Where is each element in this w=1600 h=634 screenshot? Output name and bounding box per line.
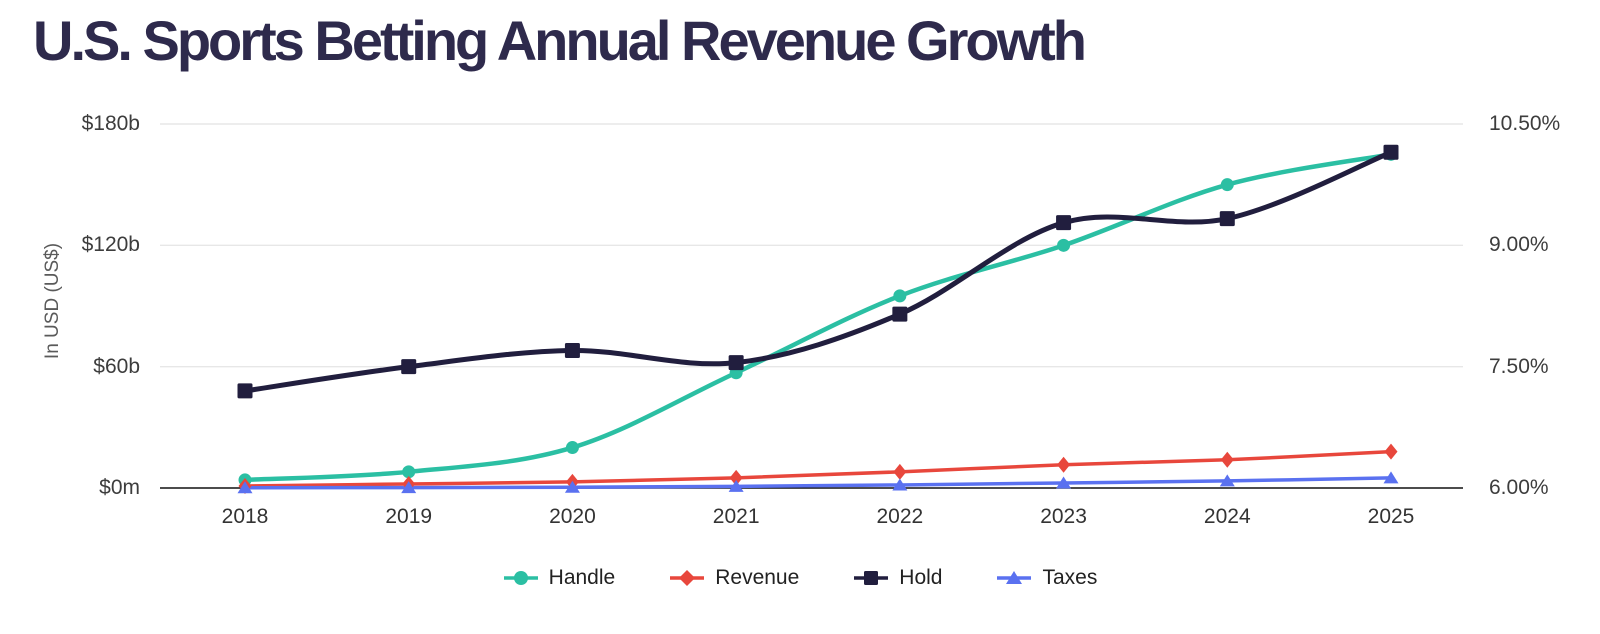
- left-tick-120b: $120b: [81, 233, 140, 257]
- series-line-hold: [242, 149, 1394, 394]
- point-hold-2025: [1383, 144, 1399, 160]
- revenue-diamond-icon: [670, 570, 705, 586]
- point-handle-2019: [402, 465, 416, 479]
- point-hold-2024: [1219, 211, 1235, 227]
- point-revenue-2025: [1384, 443, 1398, 460]
- left-tick-180b: $180b: [81, 112, 140, 135]
- point-hold-2021: [728, 355, 744, 371]
- right-tick-9-00: 9.00%: [1489, 233, 1549, 257]
- point-revenue-2023: [1057, 456, 1071, 473]
- hold-square-icon: [854, 571, 889, 585]
- point-handle-2020: [565, 441, 579, 455]
- legend-item-hold[interactable]: Hold: [853, 566, 942, 590]
- legend-label-taxes: Taxes: [1042, 566, 1098, 589]
- point-handle-2023: [1057, 238, 1071, 252]
- x-tick-2018: 2018: [221, 505, 269, 528]
- series-line-taxes: [243, 476, 1393, 490]
- x-tick-2025: 2025: [1367, 505, 1415, 528]
- x-tick-2023: 2023: [1040, 505, 1087, 528]
- left-tick-60b: $60b: [93, 354, 140, 378]
- right-tick-10-50: 10.50%: [1489, 112, 1561, 135]
- series-line-handle: [242, 152, 1394, 483]
- legend-label-revenue: Revenue: [715, 566, 800, 589]
- legend-label-hold: Hold: [899, 566, 943, 589]
- point-hold-2023: [1056, 215, 1072, 231]
- point-taxes-2021: [728, 479, 744, 492]
- point-taxes-2019: [401, 481, 417, 494]
- point-taxes-2024: [1219, 474, 1235, 487]
- point-revenue-2021: [729, 469, 743, 486]
- point-handle-2022: [893, 289, 907, 303]
- point-taxes-2022: [892, 478, 908, 491]
- point-hold-2022: [892, 306, 908, 322]
- legend-label-handle: Handle: [548, 566, 616, 589]
- point-taxes-2025: [1383, 471, 1399, 484]
- right-tick-6-00: 6.00%: [1489, 476, 1549, 499]
- x-tick-2020: 2020: [549, 505, 596, 528]
- chart-title: U.S. Sports Betting Annual Revenue Growt…: [33, 9, 1087, 72]
- x-tick-2024: 2024: [1203, 505, 1251, 528]
- point-taxes-2020: [564, 480, 580, 493]
- point-taxes-2018: [237, 481, 253, 494]
- legend-item-revenue[interactable]: Revenue: [669, 566, 799, 590]
- x-tick-2021: 2021: [712, 505, 760, 528]
- taxes-triangle-icon: [997, 571, 1032, 584]
- point-revenue-2022: [893, 463, 907, 480]
- point-hold-2018: [237, 383, 253, 399]
- point-revenue-2024: [1220, 451, 1234, 468]
- point-hold-2019: [401, 359, 417, 375]
- x-tick-2019: 2019: [385, 505, 433, 528]
- point-hold-2020: [564, 342, 580, 358]
- point-taxes-2023: [1056, 476, 1072, 489]
- point-handle-2024: [1220, 178, 1234, 192]
- chart-legend: Handle Revenue Hold Taxes: [0, 560, 1600, 596]
- series-line-revenue: [243, 449, 1393, 488]
- right-tick-7-50: 7.50%: [1489, 354, 1549, 378]
- x-tick-2022: 2022: [876, 505, 924, 528]
- handle-circle-icon: [503, 571, 538, 585]
- legend-item-taxes[interactable]: Taxes: [996, 566, 1097, 590]
- left-tick-0m: $0m: [99, 476, 140, 499]
- legend-item-handle[interactable]: Handle: [503, 566, 616, 590]
